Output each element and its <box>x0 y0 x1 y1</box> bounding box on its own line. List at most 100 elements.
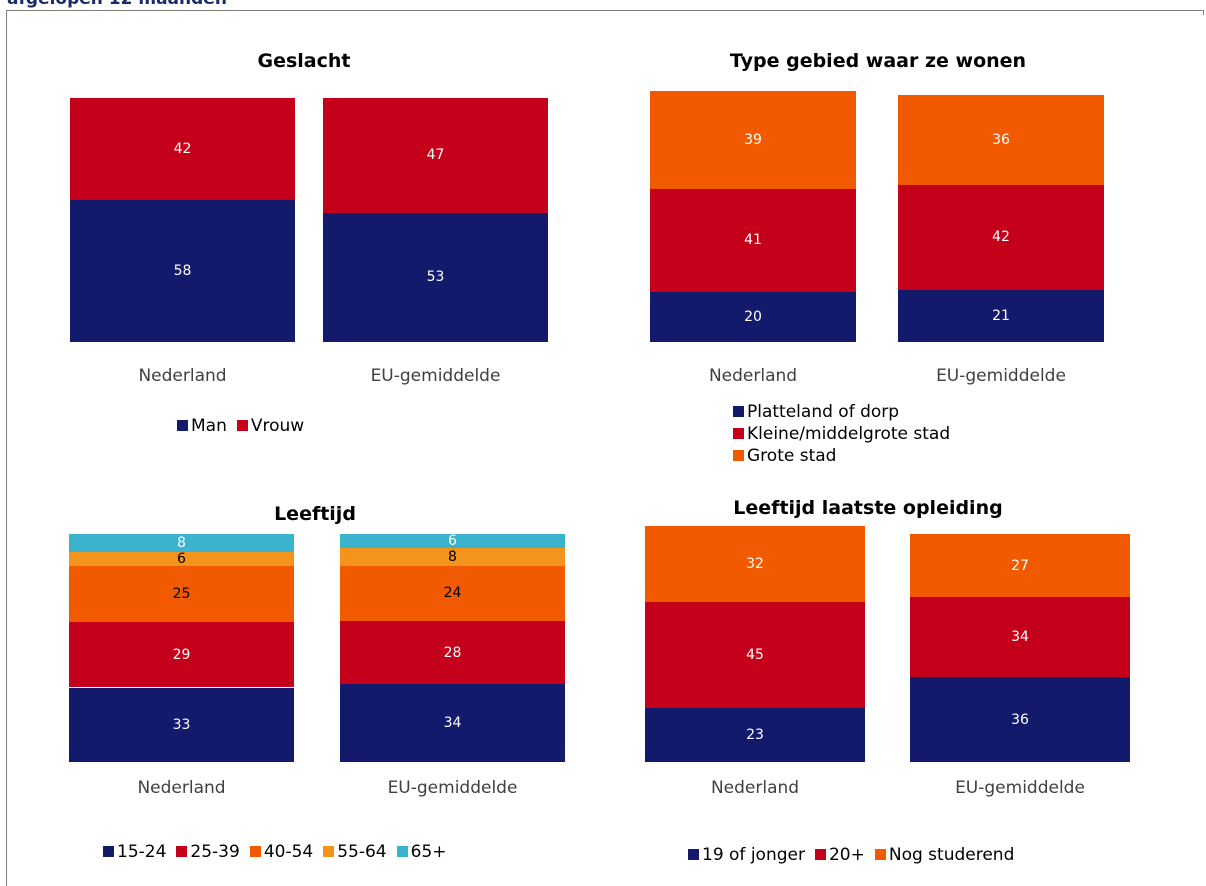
legend-label: 55-64 <box>337 842 387 862</box>
bar-segment <box>650 91 856 189</box>
legend-item: 20+ <box>814 845 865 865</box>
legend-swatch <box>688 849 699 860</box>
bar-segment <box>898 95 1104 185</box>
legend-item: 15-24 <box>103 842 166 862</box>
legend-swatch <box>733 406 744 417</box>
chart-title: Type gebied waar ze wonen <box>729 50 1027 72</box>
bar-segment <box>340 565 565 621</box>
legend: 19 of jonger 20+ Nog studerend <box>688 845 1024 865</box>
data-label: 6 <box>448 532 457 549</box>
bar-segment <box>323 98 548 213</box>
bar-segment <box>323 212 548 342</box>
legend-item: 55-64 <box>323 842 387 862</box>
bar-segment <box>340 534 565 548</box>
bar-segment <box>69 534 294 553</box>
legend-label: 20+ <box>828 845 865 865</box>
data-label: 21 <box>992 307 1010 324</box>
bar-segment <box>70 200 295 342</box>
bar-segment <box>650 188 856 292</box>
data-label: 34 <box>443 715 462 732</box>
legend-label: Platteland of dorp <box>747 402 900 422</box>
data-label: 29 <box>172 646 191 663</box>
category-label: Nederland <box>138 366 227 386</box>
legend: Platteland of dorp Kleine/middelgrote sta… <box>733 401 950 467</box>
category-label: Nederland <box>708 366 798 386</box>
bar-segment <box>645 707 865 762</box>
page-caption: afgelopen 12 maanden <box>7 0 227 9</box>
bar-segment <box>70 98 295 201</box>
legend-swatch <box>176 846 188 857</box>
data-label: 6 <box>177 550 186 567</box>
bar-segment <box>645 526 865 602</box>
data-label: 39 <box>744 131 762 148</box>
legend-item: 65+ <box>396 842 447 862</box>
legend-label: 15-24 <box>117 842 167 862</box>
data-label: 41 <box>744 232 762 249</box>
bar-segment <box>910 534 1130 598</box>
legend-label: 25-39 <box>190 842 240 862</box>
bar-segment <box>645 601 865 708</box>
data-label: 45 <box>746 646 764 663</box>
frame-right-tick <box>1203 10 1204 15</box>
bar-segment <box>340 547 565 566</box>
bar-segment <box>898 184 1104 290</box>
data-label: 42 <box>992 229 1010 246</box>
data-label: 27 <box>1011 557 1029 574</box>
legend-item: Man <box>177 416 227 436</box>
data-label: 47 <box>426 147 445 164</box>
data-label: 53 <box>426 269 445 286</box>
legend-item: Kleine/middelgrote stad <box>733 423 950 445</box>
category-label: Nederland <box>710 778 800 798</box>
data-label: 42 <box>173 141 192 158</box>
legend-label: 65+ <box>410 842 447 862</box>
legend-label: Vrouw <box>250 416 305 436</box>
data-label: 28 <box>443 644 462 661</box>
chart-title: Geslacht <box>257 50 351 72</box>
legend-item: Nog studerend <box>874 845 1015 865</box>
legend: 15-24 25-39 40-54 55-64 65+ <box>103 842 457 862</box>
legend-item: Grote stad <box>733 445 950 467</box>
category-label: EU-gemiddelde <box>387 778 518 798</box>
data-label: 23 <box>746 726 764 743</box>
bar-segment <box>69 565 294 623</box>
data-label: 36 <box>992 131 1010 148</box>
legend-label: 19 of jonger <box>702 845 805 865</box>
bar-segment <box>898 289 1104 342</box>
frame-left-border <box>6 10 7 886</box>
bar-segment <box>910 677 1130 762</box>
legend-item: 19 of jonger <box>688 845 805 865</box>
bar-segment <box>69 552 294 566</box>
legend-swatch <box>814 849 826 860</box>
legend-swatch <box>733 450 744 461</box>
legend-item: 40-54 <box>249 842 314 862</box>
data-label: 36 <box>1011 711 1029 728</box>
legend-swatch <box>177 420 188 431</box>
bar-segment <box>650 291 856 342</box>
legend-swatch <box>249 846 261 857</box>
bar-segment <box>910 597 1130 678</box>
legend-label: Man <box>191 416 227 436</box>
bar-segment <box>69 622 294 688</box>
legend-label: Nog studerend <box>888 845 1015 865</box>
legend-label: 40-54 <box>263 842 314 862</box>
data-label: 25 <box>172 585 191 602</box>
category-label: EU-gemiddelde <box>955 778 1085 798</box>
bar-segment <box>340 620 565 685</box>
legend-swatch <box>323 846 335 857</box>
chart-title: Leeftijd laatste opleiding <box>733 497 1003 519</box>
data-label: 32 <box>746 555 764 572</box>
legend-item: 25-39 <box>176 842 240 862</box>
data-label: 34 <box>1011 629 1029 646</box>
legend-swatch <box>396 846 408 857</box>
data-label: 58 <box>173 263 192 280</box>
chart-title: Leeftijd <box>274 503 356 525</box>
legend: Man Vrouw <box>177 416 314 436</box>
category-label: EU-gemiddelde <box>936 366 1066 386</box>
legend-item: Vrouw <box>236 416 305 436</box>
legend-swatch <box>236 420 248 431</box>
frame-top-border <box>6 10 1204 11</box>
legend-item: Platteland of dorp <box>733 401 950 423</box>
category-label: Nederland <box>137 778 226 798</box>
data-label: 20 <box>744 308 762 325</box>
bar-segment <box>69 687 294 762</box>
